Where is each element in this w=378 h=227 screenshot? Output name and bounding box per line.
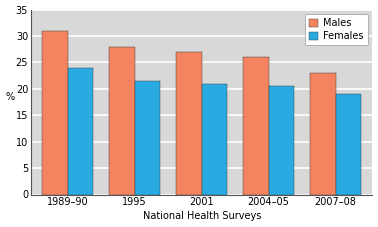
X-axis label: National Health Surveys: National Health Surveys (143, 211, 261, 222)
Bar (336, 94, 361, 195)
Bar (269, 86, 294, 195)
Y-axis label: %: % (6, 92, 15, 102)
Bar (243, 57, 269, 195)
Bar (202, 84, 227, 195)
Bar (109, 47, 135, 195)
Bar (176, 52, 202, 195)
Bar (68, 68, 93, 195)
Bar (310, 73, 336, 195)
Legend: Males, Females: Males, Females (305, 15, 367, 45)
Bar (42, 31, 68, 195)
Bar (135, 81, 160, 195)
